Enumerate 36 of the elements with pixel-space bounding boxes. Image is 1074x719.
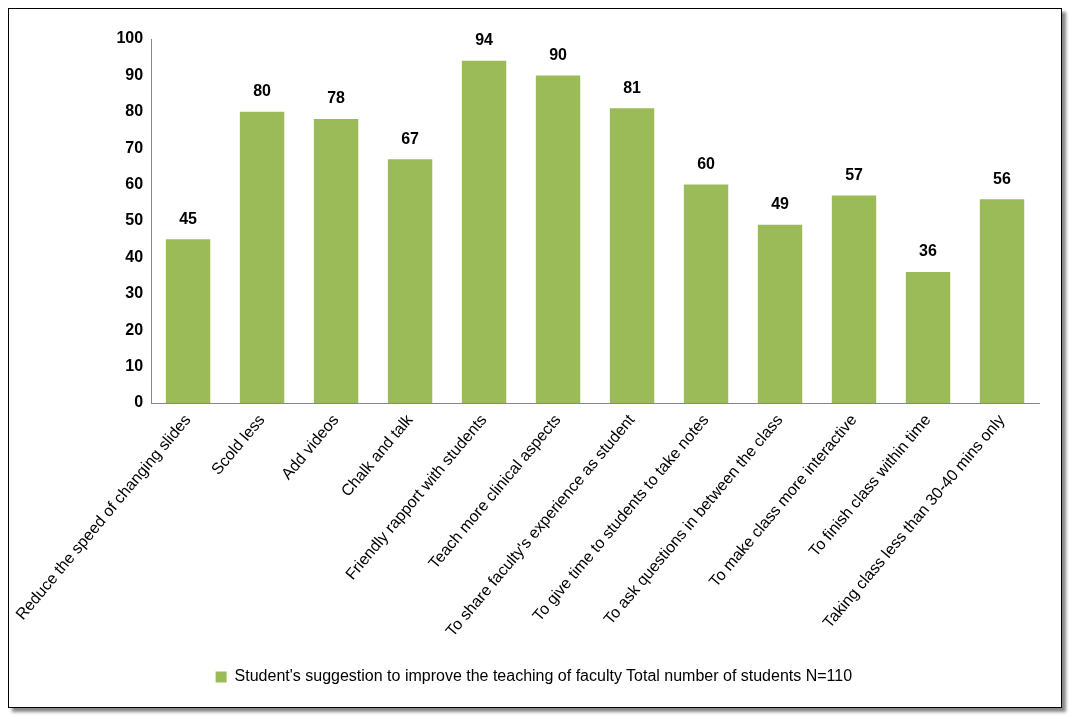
data-label: 78 <box>327 89 346 107</box>
legend-label: Student's suggestion to improve the teaching of faculty Total number of students N=110 <box>234 667 853 685</box>
bar <box>831 195 877 404</box>
y-tick-label: 60 <box>125 175 144 193</box>
y-tick-label: 40 <box>125 247 144 265</box>
y-tick-label: 50 <box>125 211 144 229</box>
bar <box>905 271 951 404</box>
data-label: 80 <box>253 82 272 100</box>
bar <box>609 108 655 404</box>
y-tick-label: 10 <box>125 357 144 375</box>
data-label: 67 <box>401 129 420 147</box>
data-label: 56 <box>993 169 1011 187</box>
bar <box>461 60 507 404</box>
y-tick-label: 80 <box>125 102 144 120</box>
y-tick-label: 0 <box>134 393 144 411</box>
bar <box>313 119 359 404</box>
bar <box>535 75 581 404</box>
data-label: 45 <box>179 209 198 227</box>
y-tick-label: 30 <box>125 284 144 302</box>
data-label: 60 <box>697 155 716 173</box>
y-tick-label: 20 <box>125 320 144 338</box>
bar <box>757 224 803 404</box>
data-label: 81 <box>623 78 642 96</box>
bar <box>683 184 729 404</box>
y-tick-label: 100 <box>116 29 144 47</box>
bar <box>387 159 433 404</box>
bar <box>239 111 285 404</box>
data-label: 36 <box>919 242 938 260</box>
data-label: 49 <box>771 195 790 213</box>
data-label: 90 <box>549 45 568 63</box>
data-label: 57 <box>845 165 864 183</box>
bar <box>979 199 1025 404</box>
bar <box>165 239 211 404</box>
y-tick-label: 70 <box>125 138 144 156</box>
y-tick-label: 90 <box>125 65 144 83</box>
data-label: 94 <box>475 31 494 49</box>
